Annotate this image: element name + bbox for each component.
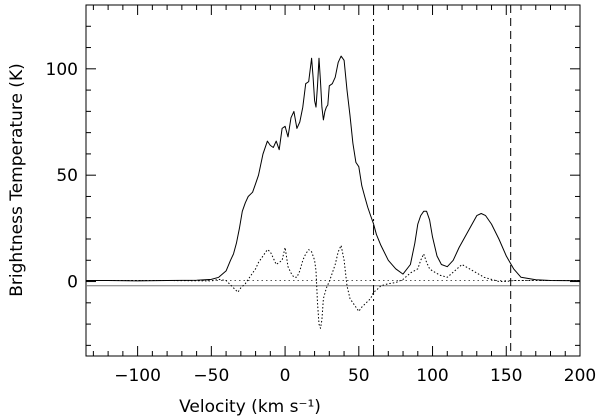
axis-tick-labels: −100 −50 0 50 100 150 200 0 50 100 xyxy=(46,60,597,386)
baselines xyxy=(86,279,580,287)
x-tick-label: −100 xyxy=(114,366,161,386)
x-tick-label: −50 xyxy=(193,366,229,386)
x-tick-label: 150 xyxy=(490,366,522,386)
axis-ticks xyxy=(86,4,581,356)
x-tick-label: 100 xyxy=(416,366,448,386)
series-lines xyxy=(86,55,581,329)
x-tick-label: 50 xyxy=(348,366,370,386)
series-line-solid xyxy=(86,55,581,282)
series-line-dotted xyxy=(86,244,580,329)
y-axis-label: Brightness Temperature (K) xyxy=(7,63,27,296)
y-tick-label: 50 xyxy=(56,166,78,186)
y-tick-label: 0 xyxy=(67,273,78,293)
x-tick-label: 200 xyxy=(564,366,596,386)
x-tick-label: 0 xyxy=(280,366,291,386)
x-axis-label: Velocity (km s⁻¹) xyxy=(179,397,321,417)
plot-frame xyxy=(85,4,581,357)
y-tick-label: 100 xyxy=(46,60,78,80)
velocity-markers xyxy=(373,5,512,356)
